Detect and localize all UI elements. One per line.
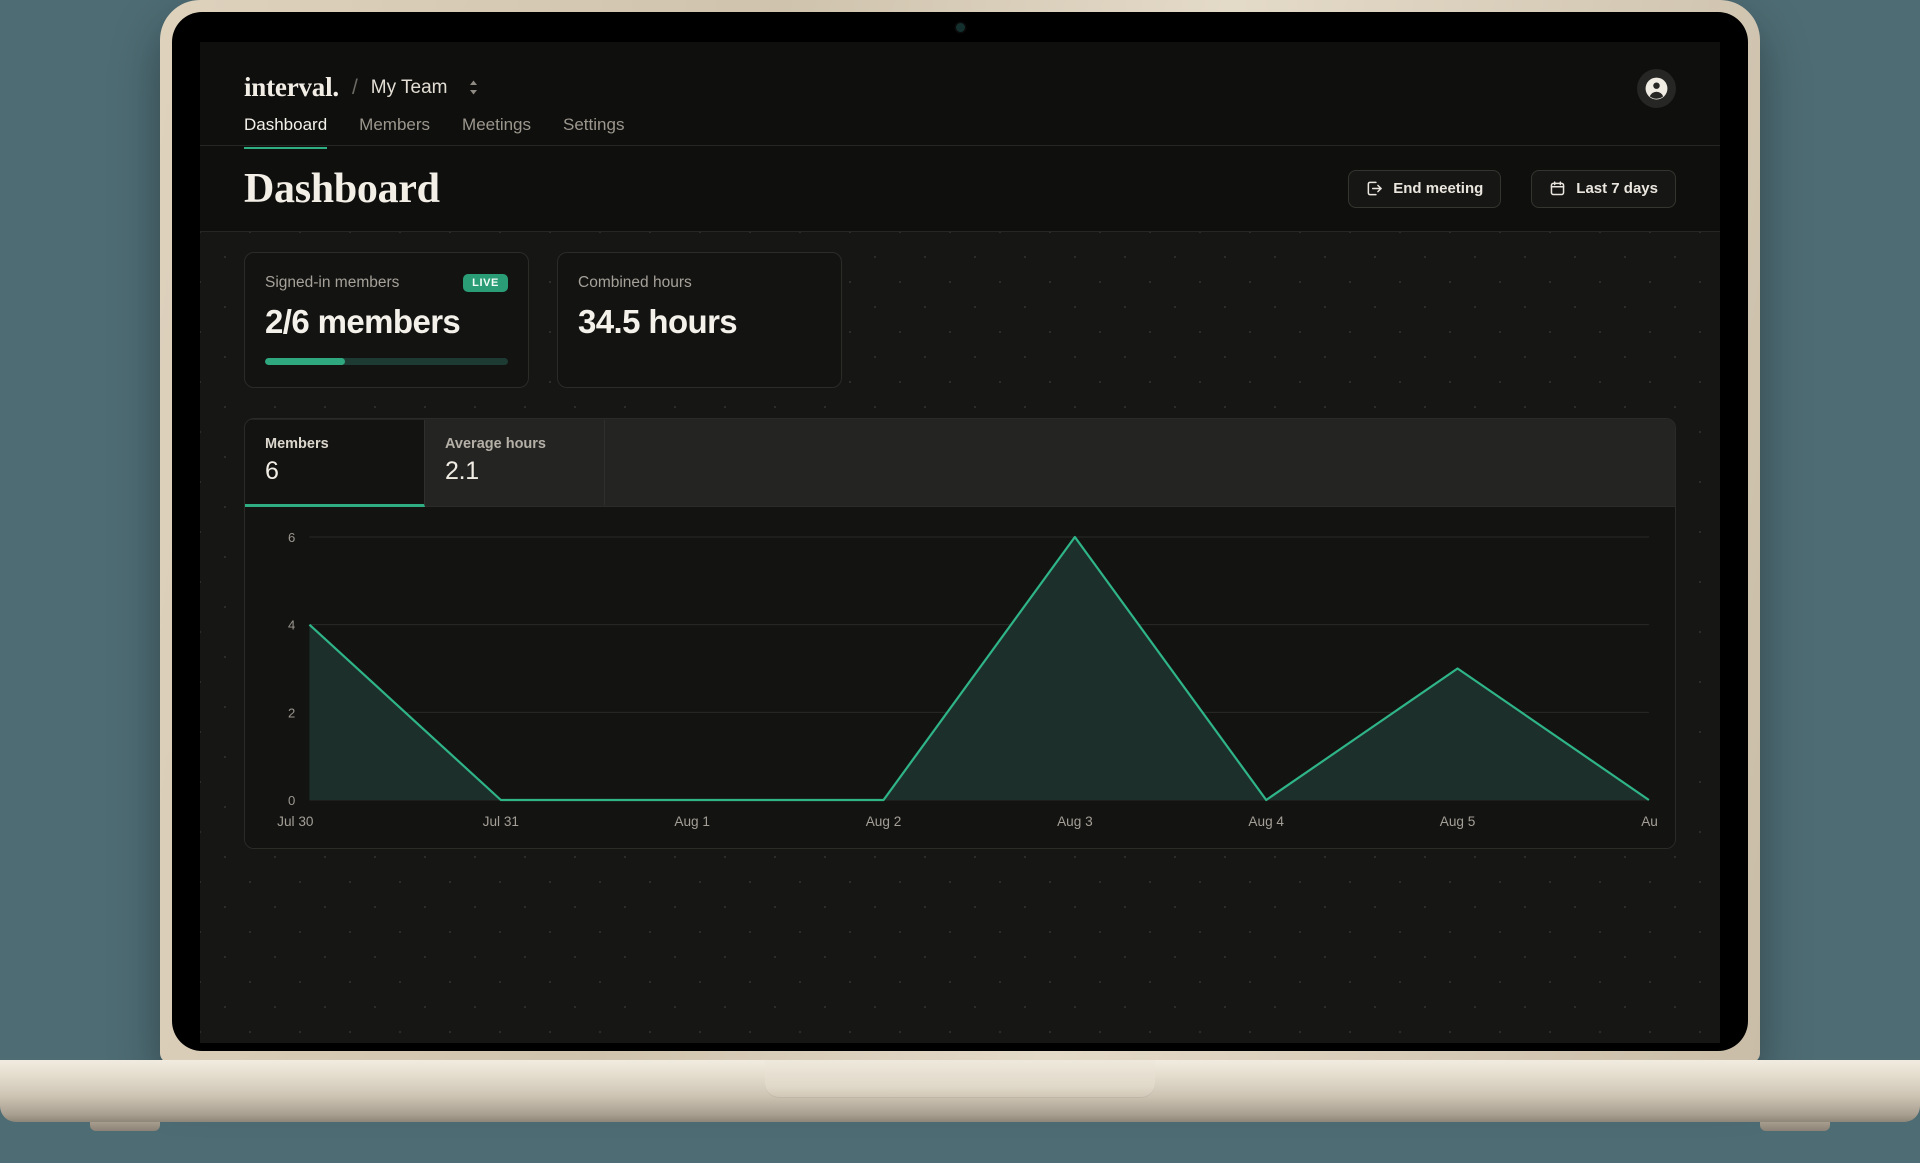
stat-card-signed-in-members: Signed-in members LIVE 2/6 members (244, 252, 529, 388)
end-meeting-label: End meeting (1393, 180, 1484, 197)
nav-tab-members[interactable]: Members (359, 115, 431, 134)
webcam-icon (955, 23, 965, 32)
svg-text:Aug 4: Aug 4 (1248, 814, 1284, 829)
chart-tab-value: 2.1 (445, 457, 479, 485)
chart-tab-members[interactable]: Members 6 (245, 420, 425, 507)
user-circle-icon (1645, 77, 1668, 100)
nav-tab-dashboard[interactable]: Dashboard (244, 115, 328, 149)
stat-cards: Signed-in members LIVE 2/6 members (244, 252, 1676, 388)
laptop-foot-right (1760, 1122, 1830, 1131)
chart-tab-average-hours[interactable]: Average hours 2.1 (425, 420, 605, 507)
progress-bar-track (265, 358, 508, 365)
chart-tab-label: Members (265, 436, 329, 452)
svg-text:Aug 1: Aug 1 (674, 814, 710, 829)
stat-card-combined-hours: Combined hours 34.5 hours (557, 252, 842, 388)
laptop-foot-left (90, 1122, 160, 1131)
svg-text:Aug 3: Aug 3 (1057, 814, 1093, 829)
header-actions: End meeting Last 7 (1348, 169, 1676, 208)
app-topbar: interval. / My Team (200, 42, 1720, 149)
status-badge: LIVE (463, 274, 508, 292)
chart-tab-value: 6 (265, 457, 279, 485)
logout-icon (1366, 180, 1383, 197)
laptop-lid: interval. / My Team (160, 0, 1760, 1063)
end-meeting-button[interactable]: End meeting (1348, 169, 1502, 208)
stat-card-label: Combined hours (578, 274, 692, 291)
progress-bar-fill (265, 358, 346, 365)
svg-text:2: 2 (288, 705, 295, 720)
svg-text:6: 6 (288, 530, 295, 545)
chart-tabs-filler (605, 419, 1675, 506)
svg-text:Jul 30: Jul 30 (277, 814, 313, 829)
date-range-button[interactable]: Last 7 days (1531, 169, 1676, 208)
laptop-notch (867, 12, 1053, 42)
screen-viewport: interval. / My Team (200, 42, 1720, 1043)
page-title: Dashboard (244, 165, 440, 212)
chart-area: 0 2 4 6 Jul 30 Jul 31 Aug 1 Aug 2 Aug 3 Aug 4 Aug … (245, 507, 1675, 848)
stat-card-head: Combined hours (578, 272, 821, 294)
team-name[interactable]: My Team (370, 76, 448, 98)
chart-tab-label: Average hours (445, 436, 546, 452)
nav-tab-meetings[interactable]: Meetings (462, 115, 532, 134)
chart-panel: Members 6 Average hours 2.1 0 2 4 (244, 418, 1676, 849)
svg-text:4: 4 (288, 618, 295, 633)
svg-text:Aug 5: Aug 5 (1440, 814, 1476, 829)
nav-tab-settings[interactable]: Settings (563, 115, 625, 134)
laptop-base-notch (765, 1060, 1155, 1098)
svg-text:Aug 2: Aug 2 (866, 814, 902, 829)
brand-logo[interactable]: interval. (244, 72, 339, 102)
chevron-up-down-icon[interactable] (468, 79, 479, 96)
laptop-screen-bezel: interval. / My Team (172, 12, 1748, 1051)
breadcrumb-separator: / (351, 75, 358, 99)
date-range-label: Last 7 days (1576, 180, 1658, 197)
breadcrumb: interval. / My Team (244, 42, 1676, 103)
stat-card-value: 34.5 hours (578, 303, 738, 340)
avatar[interactable] (1637, 69, 1676, 108)
stat-card-label: Signed-in members (265, 274, 400, 291)
app-root: interval. / My Team (200, 42, 1720, 1043)
stat-card-head: Signed-in members LIVE (265, 272, 508, 294)
page-body: Signed-in members LIVE 2/6 members (200, 232, 1720, 1043)
page-header: Dashboard End meeti (200, 146, 1720, 232)
app-nav: Dashboard Members Meetings Settings (244, 115, 1676, 149)
members-area-chart: 0 2 4 6 Jul 30 Jul 31 Aug 1 Aug 2 Aug 3 Aug 4 Aug … (277, 530, 1657, 829)
svg-text:Jul 31: Jul 31 (483, 814, 519, 829)
svg-text:0: 0 (288, 793, 295, 808)
svg-text:Aug 6: Aug 6 (1641, 814, 1657, 829)
chart-tabs: Members 6 Average hours 2.1 (245, 419, 1675, 507)
calendar-icon (1549, 180, 1566, 197)
stat-card-value: 2/6 members (265, 303, 461, 340)
